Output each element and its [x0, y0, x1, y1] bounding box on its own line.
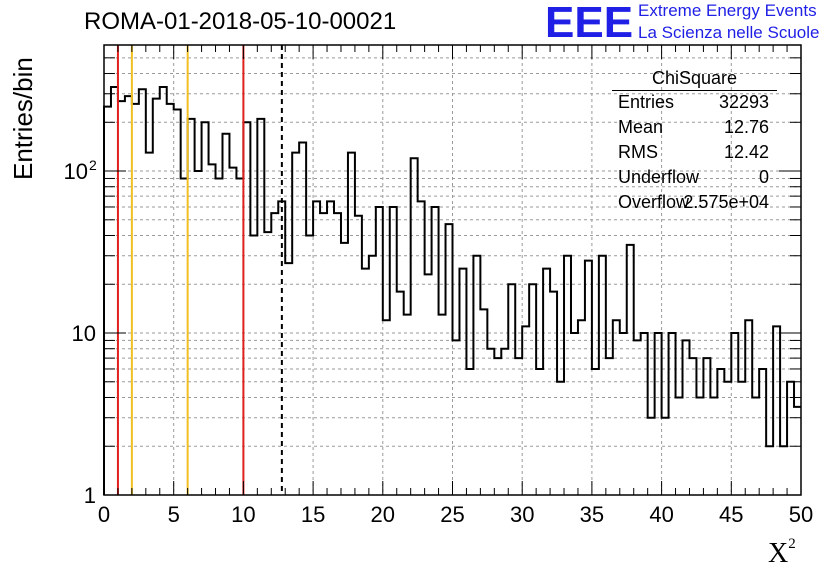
- stats-row: Entries 32293: [612, 90, 777, 115]
- stats-row: RMS 12.42: [612, 140, 777, 165]
- x-tick-label: 15: [301, 502, 325, 527]
- x-tick-label: 20: [371, 502, 395, 527]
- x-tick-label: 35: [580, 502, 604, 527]
- eee-logo: EEE: [545, 0, 634, 47]
- stats-box: ChiSquare Entries 32293 Mean 12.76 RMS 1…: [612, 66, 777, 215]
- chart-title: ROMA-01-2018-05-10-00021: [84, 8, 397, 35]
- logo-caption-line2: La Scienza nelle Scuole: [638, 23, 820, 42]
- x-axis-label-main: X: [768, 538, 789, 569]
- y-tick-label-exponent: 2: [89, 157, 97, 173]
- x-tick-label: 0: [98, 502, 110, 527]
- x-tick-label: 40: [649, 502, 673, 527]
- histogram-series: [103, 86, 801, 495]
- x-tick-label: 25: [440, 502, 464, 527]
- x-tick-label: 5: [168, 502, 180, 527]
- stats-key: Mean: [618, 117, 664, 137]
- stats-title: ChiSquare: [651, 68, 738, 88]
- x-tick-label: 45: [719, 502, 743, 527]
- stats-row: Mean 12.76: [612, 115, 777, 140]
- stats-value: 32293: [718, 92, 769, 112]
- x-tick-label: 10: [231, 502, 255, 527]
- logo-caption-line1: Extreme Energy Events: [638, 1, 817, 20]
- stats-key: RMS: [618, 142, 658, 162]
- stats-key: Overflow: [618, 192, 690, 212]
- x-tick-label: 50: [789, 502, 813, 527]
- stats-row: Overflow 2.575e+04: [612, 190, 777, 215]
- y-tick-label: 10: [64, 159, 88, 184]
- y-axis-label: Entries/bin: [8, 57, 38, 180]
- stats-key: Entries: [618, 92, 675, 112]
- y-tick-label: 1: [84, 483, 96, 508]
- y-tick-label: 10: [72, 321, 96, 346]
- stats-value: 2.575e+04: [683, 192, 769, 212]
- stats-divider: [612, 90, 777, 91]
- stats-value: 12.42: [723, 142, 769, 162]
- stats-row: Underflow 0: [612, 165, 777, 190]
- x-axis-label: X2: [768, 536, 796, 570]
- x-axis-label-sup: 2: [788, 536, 796, 552]
- stats-value: 0: [758, 167, 769, 187]
- x-tick-label: 30: [510, 502, 534, 527]
- stats-value: 12.76: [723, 117, 769, 137]
- stats-key: Underflow: [618, 167, 700, 187]
